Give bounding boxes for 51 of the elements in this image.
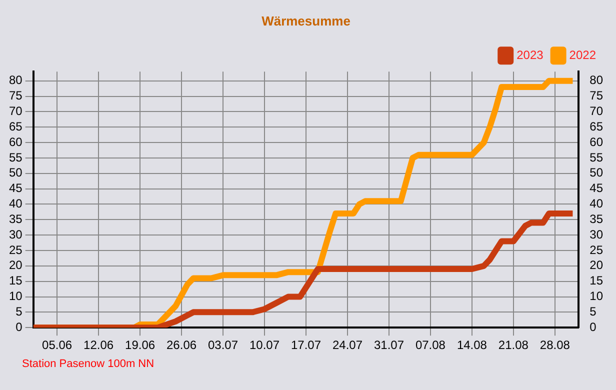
y-tick-label: 60 <box>8 134 23 149</box>
y2-tick-label: 0 <box>590 320 597 334</box>
y2-tick-label: 55 <box>590 150 604 164</box>
x-tick-label: 19.06 <box>125 338 156 352</box>
y2-tick-label: 15 <box>590 274 604 288</box>
y-tick-label: 80 <box>8 73 23 88</box>
y-tick-label: 10 <box>8 289 23 304</box>
y-tick-label: 25 <box>8 242 23 257</box>
y-tick-label: 70 <box>8 104 23 118</box>
x-tick-label: 12.06 <box>84 338 114 352</box>
y-tick-label: 45 <box>8 181 23 196</box>
y-tick-label: 35 <box>8 212 23 226</box>
y2-tick-label: 80 <box>590 73 604 88</box>
x-tick-label: 21.08 <box>498 338 529 352</box>
y2-tick-label: 60 <box>590 134 604 149</box>
y2-tick-label: 40 <box>590 196 604 211</box>
x-tick-label: 07.08 <box>415 338 446 352</box>
y-tick-label: 55 <box>8 150 23 164</box>
x-tick-label: 17.07 <box>290 338 322 352</box>
y2-tick-label: 25 <box>590 242 604 257</box>
x-tick-label: 14.08 <box>456 338 488 352</box>
text: Station Pasenow 100m NN <box>22 358 154 370</box>
y2-tick-label: 5 <box>590 304 597 318</box>
legend-label: 2023 <box>516 48 544 62</box>
y2-tick-label: 45 <box>590 181 604 196</box>
y2-tick-label: 10 <box>590 289 604 304</box>
x-tick-label: 03.07 <box>208 338 238 352</box>
y2-tick-label: 75 <box>590 88 604 103</box>
x-tick-label: 26.06 <box>166 338 197 352</box>
y-tick-label: 50 <box>8 166 23 180</box>
y-tick-label: 5 <box>16 304 23 318</box>
x-tick-label: 05.06 <box>42 338 72 352</box>
y2-tick-label: 70 <box>590 104 604 118</box>
y-tick-label: 0 <box>16 320 23 334</box>
x-tick-label: 31.07 <box>374 338 404 352</box>
y-tick-label: 75 <box>8 88 23 103</box>
y2-tick-label: 65 <box>590 119 604 134</box>
y2-tick-label: 20 <box>590 258 604 272</box>
x-tick-label: 28.08 <box>540 338 570 352</box>
y-tick-label: 15 <box>8 274 23 288</box>
x-tick-label: 24.07 <box>332 338 363 352</box>
y-tick-label: 65 <box>8 119 23 134</box>
chart-title: Wärmesumme <box>262 13 350 28</box>
y2-tick-label: 50 <box>590 166 604 180</box>
y-tick-label: 20 <box>8 258 23 272</box>
y-tick-label: 30 <box>8 227 23 242</box>
y-tick-label: 40 <box>8 196 23 211</box>
x-tick-label: 10.07 <box>249 338 280 352</box>
y2-tick-label: 35 <box>590 212 604 226</box>
y2-tick-label: 30 <box>590 227 604 242</box>
legend-label: 2022 <box>569 48 596 62</box>
